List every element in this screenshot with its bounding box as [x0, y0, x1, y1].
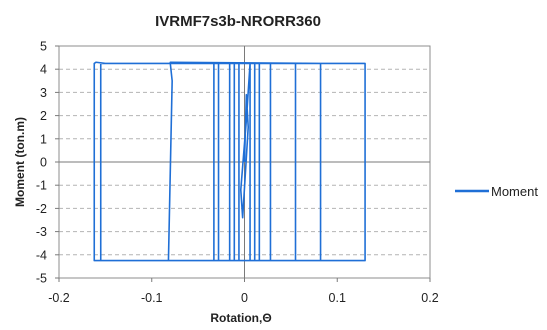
x-tick-label: 0.2 [421, 291, 438, 305]
y-tick-label: -2 [36, 202, 47, 216]
x-tick-label: -0.2 [48, 291, 70, 305]
y-tick-labels: -5 -4 -3 -2 -1 0 1 2 3 4 5 [36, 40, 59, 286]
y-tick-label: 3 [40, 86, 47, 100]
y-tick-label: -4 [36, 248, 47, 262]
y-tick-label: 1 [40, 132, 47, 146]
legend-label: Moment [491, 184, 538, 199]
chart-title: IVRMF7s3b-NRORR360 [155, 13, 321, 30]
x-tick-label: 0.1 [329, 291, 346, 305]
y-tick-label: -1 [36, 179, 47, 193]
y-tick-label: -3 [36, 225, 47, 239]
series-line-moment [93, 61, 366, 262]
x-tick-labels: -0.2 -0.1 0 0.1 0.2 [48, 278, 439, 305]
y-tick-label: 5 [40, 40, 47, 54]
legend: Moment [455, 184, 538, 199]
y-tick-label: 2 [40, 109, 47, 123]
y-tick-label: -5 [36, 272, 47, 286]
x-axis-label: Rotation,Θ [210, 311, 271, 325]
y-axis-label: Moment (ton.m) [13, 117, 27, 207]
y-tick-label: 4 [40, 63, 47, 77]
y-tick-label: 0 [40, 156, 47, 170]
x-tick-label: -0.1 [141, 291, 163, 305]
x-tick-label: 0 [241, 291, 248, 305]
